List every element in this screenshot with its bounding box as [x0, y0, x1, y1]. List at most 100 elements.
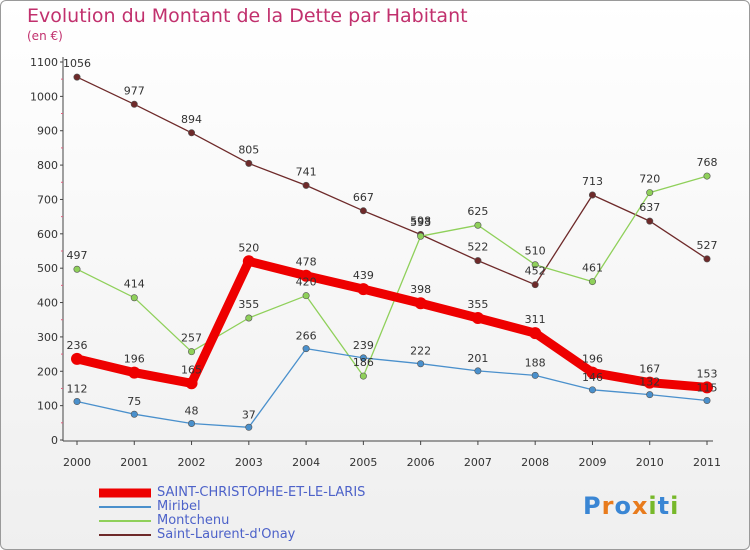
- data-point: [529, 327, 542, 340]
- data-label: 522: [467, 241, 488, 254]
- data-point: [188, 348, 196, 356]
- tick-labels: 0 100 200 300 400 500 600 700 800 900 1000 1100 2000…: [30, 56, 721, 469]
- data-label: 257: [181, 332, 202, 345]
- x-tick-label: 2002: [178, 456, 206, 469]
- data-point: [359, 372, 367, 380]
- data-point: [474, 367, 482, 375]
- series-line-0: [72, 256, 712, 392]
- data-label: 48: [185, 405, 199, 418]
- data-point: [188, 129, 196, 137]
- legend-swatch: [99, 488, 151, 498]
- data-label: 741: [296, 165, 317, 178]
- data-point: [242, 255, 255, 268]
- data-label: 520: [238, 241, 259, 254]
- data-point: [646, 217, 654, 225]
- data-label: 167: [639, 363, 660, 376]
- data-point: [300, 269, 313, 282]
- logo-letter: x: [631, 492, 649, 520]
- data-point: [588, 191, 596, 199]
- data-point: [646, 189, 654, 197]
- data-point: [703, 172, 711, 180]
- data-label: 625: [467, 205, 488, 218]
- legend-label: Miribel: [157, 499, 201, 514]
- data-label: 497: [67, 249, 88, 262]
- data-label: 196: [124, 353, 145, 366]
- data-labels: 236 196 165 520 478 439 398 355 311 196 167 153 112 7…: [63, 57, 718, 421]
- data-point: [359, 354, 367, 362]
- data-point: [73, 73, 81, 81]
- data-point: [302, 181, 310, 189]
- data-point: [417, 232, 425, 240]
- y-tick-label: 700: [37, 193, 58, 206]
- data-point: [359, 207, 367, 215]
- x-tick-label: 2000: [63, 456, 91, 469]
- y-tick-label: 1100: [30, 56, 58, 69]
- data-label: 598: [410, 215, 431, 228]
- data-label: 768: [697, 156, 718, 169]
- data-point: [414, 297, 427, 310]
- data-label: 713: [582, 175, 603, 188]
- data-point: [357, 283, 370, 296]
- logo-letter: P: [583, 492, 602, 520]
- data-point: [130, 410, 138, 418]
- data-point: [245, 314, 253, 322]
- logo-letter: t: [657, 492, 671, 520]
- data-label: 311: [525, 313, 546, 326]
- data-point: [73, 398, 81, 406]
- data-point: [703, 396, 711, 404]
- y-tick-label: 900: [37, 125, 58, 138]
- logo-letter: o: [614, 492, 632, 520]
- data-label: 398: [410, 283, 431, 296]
- x-tick-label: 2008: [521, 456, 549, 469]
- data-point: [302, 292, 310, 300]
- data-point: [128, 366, 141, 379]
- data-label: 196: [582, 353, 603, 366]
- y-tick-label: 100: [37, 400, 58, 413]
- series-line-2: [76, 175, 708, 377]
- x-tick-label: 2009: [578, 456, 606, 469]
- data-label: 805: [238, 143, 259, 156]
- data-point: [185, 377, 198, 390]
- data-point: [302, 345, 310, 353]
- x-tick-label: 2011: [693, 456, 721, 469]
- data-point: [474, 257, 482, 265]
- data-point: [474, 221, 482, 229]
- data-label: 894: [181, 113, 202, 126]
- data-label: 186: [353, 356, 374, 369]
- data-label: 593: [410, 216, 431, 229]
- x-tick-label: 2003: [235, 456, 263, 469]
- data-point: [130, 100, 138, 108]
- series-line-1: [76, 347, 708, 428]
- data-points: [71, 73, 713, 431]
- data-point: [417, 360, 425, 368]
- data-label: 637: [639, 201, 660, 214]
- data-label: 478: [296, 256, 317, 269]
- data-point: [71, 352, 83, 365]
- legend-swatch: [99, 520, 151, 522]
- chart-title: Evolution du Montant de la Dette par Hab…: [27, 5, 468, 27]
- x-tick-label: 2004: [292, 456, 320, 469]
- x-tick-label: 2001: [120, 456, 148, 469]
- data-point: [586, 366, 599, 379]
- data-label: 720: [639, 173, 660, 186]
- data-point: [531, 261, 539, 269]
- legend-label: Saint-Laurent-d'Onay: [157, 527, 296, 542]
- axes: [60, 57, 713, 445]
- y-tick-label: 600: [37, 228, 58, 241]
- data-point: [531, 281, 539, 289]
- logo-letter: r: [601, 492, 615, 520]
- data-label: 461: [582, 262, 603, 275]
- data-label: 222: [410, 345, 431, 358]
- data-label: 439: [353, 269, 374, 282]
- data-point: [588, 386, 596, 394]
- data-label: 115: [697, 381, 718, 394]
- data-point: [643, 376, 656, 389]
- data-point: [588, 278, 596, 286]
- data-label: 355: [238, 298, 259, 311]
- data-label: 37: [242, 408, 256, 421]
- x-tick-label: 2005: [349, 456, 377, 469]
- data-point: [531, 371, 539, 379]
- legend-swatch: [99, 506, 151, 508]
